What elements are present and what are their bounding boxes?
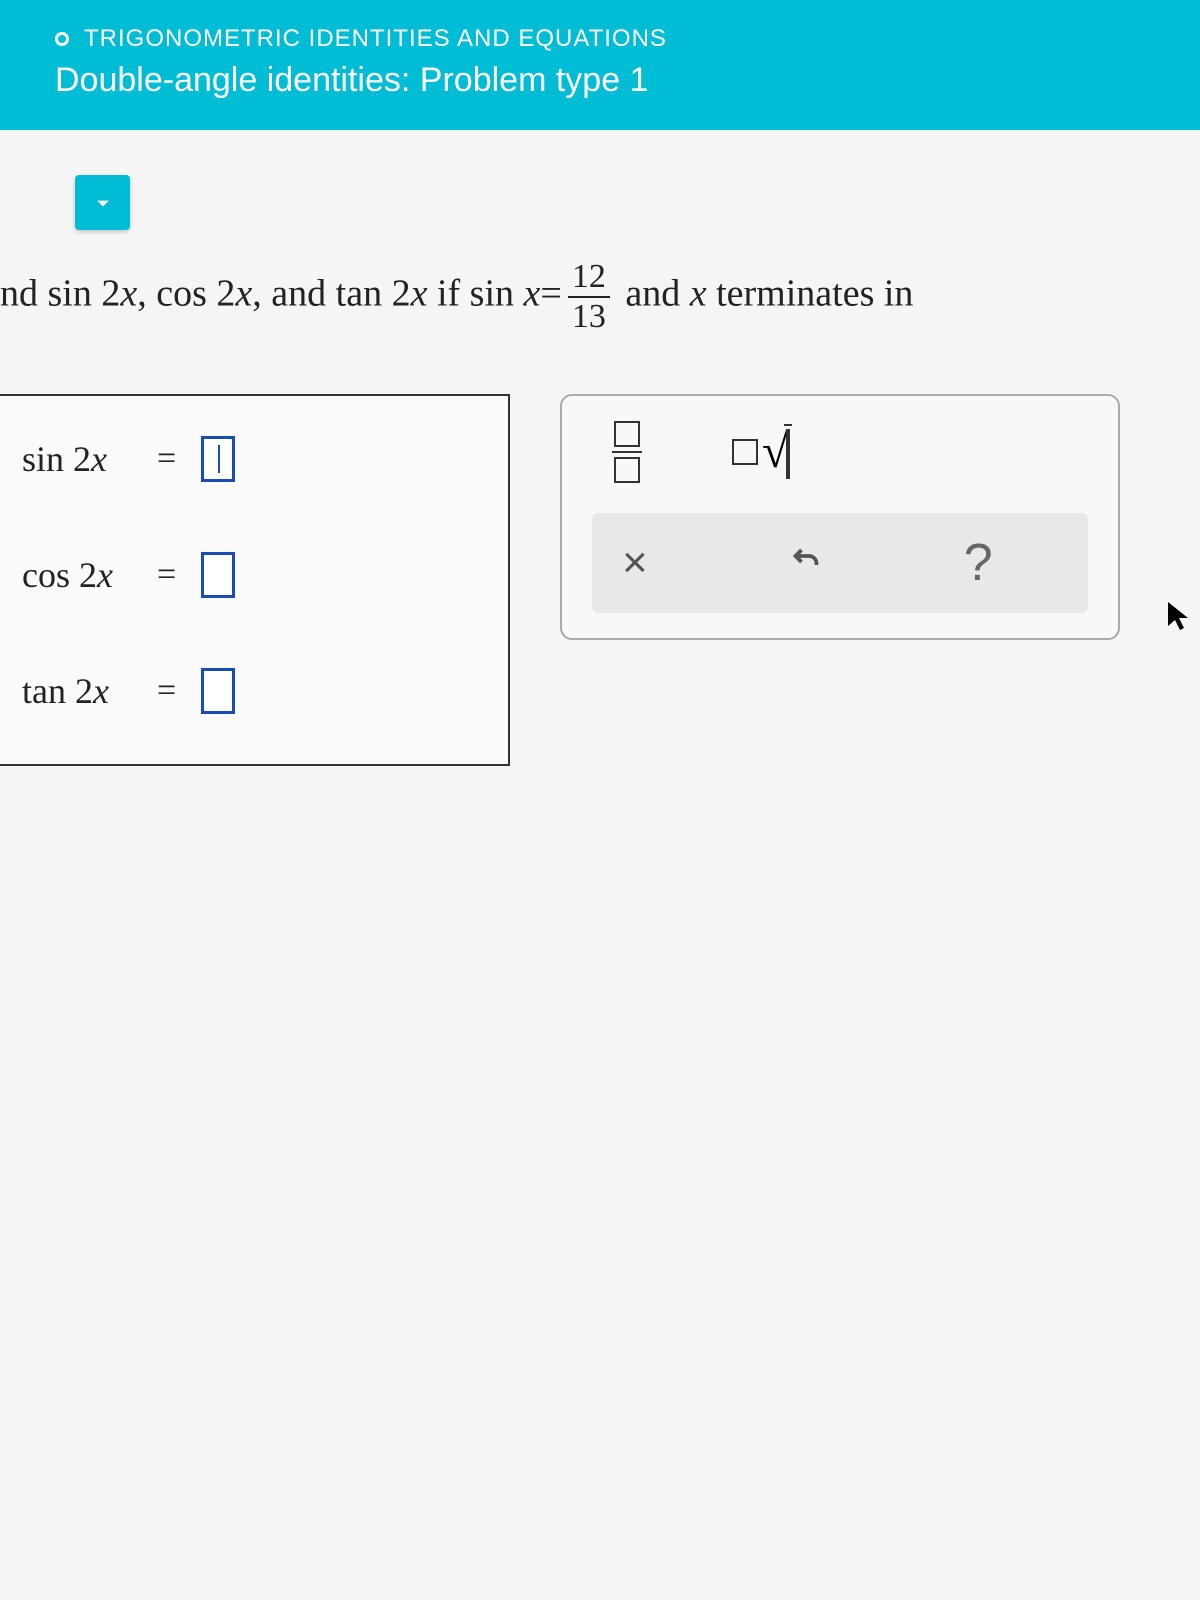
cos-input[interactable] (201, 552, 235, 598)
toolbox-row-templates: √ (592, 421, 1088, 483)
category-text: TRIGONOMETRIC IDENTITIES AND EQUATIONS (84, 25, 667, 53)
problem-statement: nd sin 2x, cos 2x, and tan 2x if sin x=1… (0, 260, 1200, 334)
math-toolbox: √ × ? (560, 394, 1120, 640)
equals-sign: = (157, 440, 176, 478)
header-category: TRIGONOMETRIC IDENTITIES AND EQUATIONS (55, 25, 1170, 53)
answer-row-tan: tan 2x = (22, 668, 488, 714)
sqrt-radicand-icon (786, 429, 790, 479)
answer-area: sin 2x = cos 2x = tan 2x = (0, 394, 1200, 766)
help-button[interactable]: ? (964, 533, 993, 593)
toolbox-row-actions: × ? (592, 513, 1088, 613)
undo-button[interactable] (788, 538, 824, 588)
sin-input[interactable] (201, 436, 235, 482)
equals-sign: = (157, 556, 176, 594)
mouse-cursor-icon (1166, 600, 1190, 637)
fraction-tool[interactable] (612, 421, 642, 483)
tan-input[interactable] (201, 668, 235, 714)
answer-label: sin 2x (22, 438, 132, 480)
sqrt-tool[interactable]: √ (732, 424, 792, 480)
fraction: 1213 (568, 260, 610, 334)
answer-label: cos 2x (22, 554, 132, 596)
fraction-denominator-icon (614, 457, 640, 483)
answer-row-sin: sin 2x = (22, 436, 488, 482)
answer-box: sin 2x = cos 2x = tan 2x = (0, 394, 510, 766)
sqrt-coef-icon (732, 439, 758, 465)
fraction-numerator-icon (614, 421, 640, 447)
page-title: Double-angle identities: Problem type 1 (55, 61, 1170, 100)
equals-sign: = (157, 672, 176, 710)
clear-button[interactable]: × (622, 538, 648, 588)
category-bullet-icon (55, 32, 69, 46)
answer-row-cos: cos 2x = (22, 552, 488, 598)
fraction-bar-icon (612, 451, 642, 453)
page-header: TRIGONOMETRIC IDENTITIES AND EQUATIONS D… (0, 0, 1200, 130)
undo-icon (788, 541, 824, 577)
answer-label: tan 2x (22, 670, 132, 712)
content-area: nd sin 2x, cos 2x, and tan 2x if sin x=1… (0, 130, 1200, 766)
